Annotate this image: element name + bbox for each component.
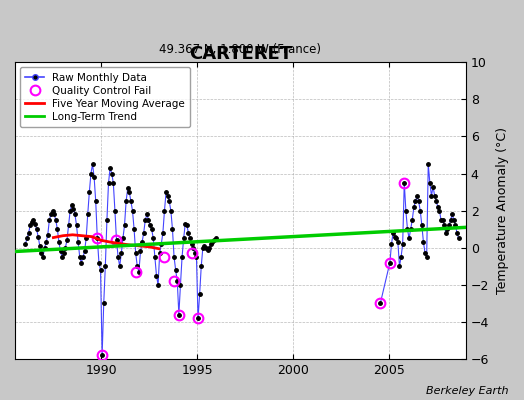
- Text: 49.367 N, 1.800 W (France): 49.367 N, 1.800 W (France): [159, 43, 321, 56]
- Legend: Raw Monthly Data, Quality Control Fail, Five Year Moving Average, Long-Term Tren: Raw Monthly Data, Quality Control Fail, …: [20, 67, 190, 127]
- Text: Berkeley Earth: Berkeley Earth: [426, 386, 508, 396]
- Y-axis label: Temperature Anomaly (°C): Temperature Anomaly (°C): [496, 127, 509, 294]
- Title: CARTERET: CARTERET: [189, 45, 292, 63]
